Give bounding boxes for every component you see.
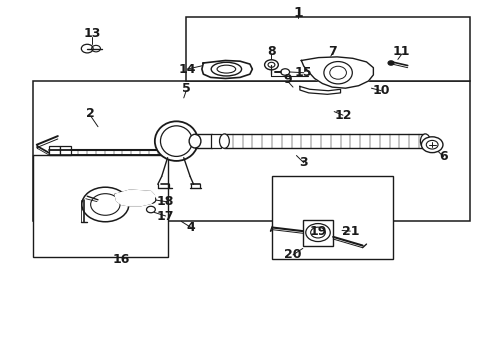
Text: 16: 16	[113, 253, 130, 266]
Text: 5: 5	[182, 82, 191, 95]
Bar	[33, 155, 168, 257]
Ellipse shape	[189, 134, 201, 148]
Text: 6: 6	[439, 150, 448, 163]
Polygon shape	[202, 60, 252, 78]
Bar	[33, 81, 470, 221]
Text: 20: 20	[284, 248, 302, 261]
Text: 2: 2	[86, 107, 95, 120]
Text: 21: 21	[342, 225, 359, 238]
Text: 10: 10	[372, 84, 390, 97]
Circle shape	[146, 196, 156, 203]
Circle shape	[147, 206, 155, 213]
Circle shape	[388, 61, 394, 65]
Text: 1: 1	[293, 6, 303, 19]
Text: 19: 19	[310, 225, 327, 238]
Text: 17: 17	[157, 210, 174, 222]
Ellipse shape	[155, 121, 198, 161]
Text: 9: 9	[284, 73, 293, 86]
Circle shape	[82, 187, 129, 222]
Text: 15: 15	[295, 66, 313, 79]
Circle shape	[265, 60, 278, 70]
Text: 13: 13	[83, 27, 101, 40]
Circle shape	[281, 69, 290, 75]
Bar	[272, 176, 393, 259]
Text: 18: 18	[157, 195, 174, 208]
Bar	[186, 17, 470, 81]
Circle shape	[306, 224, 330, 242]
Text: 3: 3	[299, 156, 308, 169]
Polygon shape	[115, 190, 154, 206]
Text: 11: 11	[393, 45, 411, 58]
Text: 14: 14	[178, 63, 196, 76]
Text: 4: 4	[187, 221, 196, 234]
Ellipse shape	[324, 62, 352, 84]
Polygon shape	[300, 86, 341, 94]
Polygon shape	[301, 57, 373, 88]
Text: 7: 7	[328, 45, 337, 58]
Ellipse shape	[420, 134, 430, 148]
Text: 12: 12	[334, 109, 352, 122]
Bar	[211, 134, 221, 148]
Bar	[303, 220, 333, 246]
Circle shape	[421, 137, 443, 153]
Bar	[60, 146, 71, 155]
Bar	[49, 146, 60, 155]
Ellipse shape	[220, 134, 229, 148]
Text: 8: 8	[267, 45, 276, 58]
